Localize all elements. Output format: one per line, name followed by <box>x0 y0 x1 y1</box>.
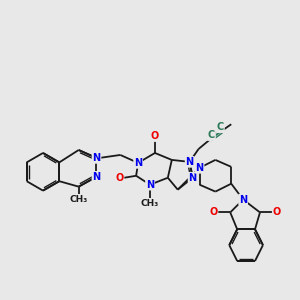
Text: N: N <box>146 180 154 190</box>
Text: O: O <box>209 207 217 218</box>
Text: C: C <box>217 122 224 132</box>
Text: N: N <box>239 194 247 205</box>
Text: N: N <box>134 158 142 168</box>
Text: CH₃: CH₃ <box>70 195 88 204</box>
Text: N: N <box>92 153 101 163</box>
Text: N: N <box>188 173 197 183</box>
Text: O: O <box>151 131 159 141</box>
Text: CH₃: CH₃ <box>141 199 159 208</box>
Text: N: N <box>186 157 194 167</box>
Text: N: N <box>92 172 101 182</box>
Text: C: C <box>208 130 215 140</box>
Text: N: N <box>196 163 204 173</box>
Text: O: O <box>273 207 281 218</box>
Text: O: O <box>115 173 123 183</box>
